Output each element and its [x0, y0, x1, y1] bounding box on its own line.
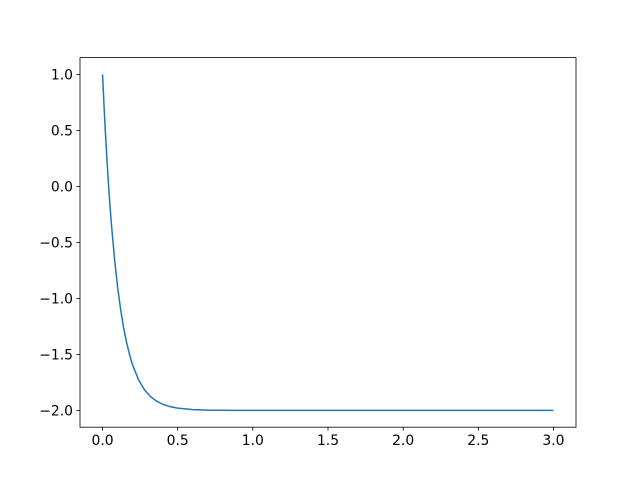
y-tick-label: −1.5: [39, 347, 73, 363]
plot-spines: [79, 57, 577, 428]
y-tick-label: −1.0: [39, 291, 73, 307]
axes-background: [80, 57, 576, 428]
x-tick-label: 3.0: [542, 433, 564, 449]
x-tick-label: 0.0: [91, 433, 113, 449]
x-tick-label: 1.0: [242, 433, 264, 449]
y-tick-label: 0.5: [51, 123, 73, 139]
x-tick-label: 1.5: [317, 433, 339, 449]
x-tick-label: 0.5: [167, 433, 189, 449]
series-line: [101, 74, 554, 412]
y-tick-label: 1.0: [51, 67, 73, 83]
y-tick-label: 0.0: [51, 179, 73, 195]
y-tick-label: −0.5: [39, 235, 73, 251]
x-tick-label: 2.0: [392, 433, 414, 449]
y-tick-label: −2.0: [39, 403, 73, 419]
x-tick-label: 2.5: [467, 433, 489, 449]
